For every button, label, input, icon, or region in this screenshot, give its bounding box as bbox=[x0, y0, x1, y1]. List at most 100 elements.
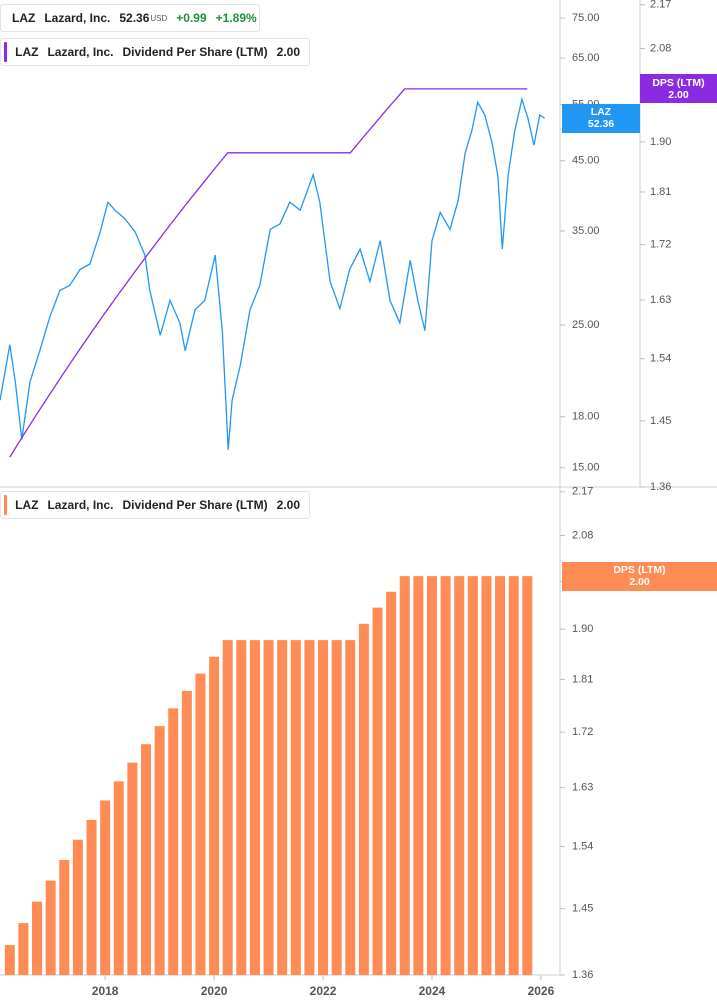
bar bbox=[209, 656, 220, 975]
y-tick-label: 45.00 bbox=[572, 155, 600, 167]
bar bbox=[100, 800, 111, 975]
y2-tick-label: 1.36 bbox=[650, 481, 671, 493]
bar bbox=[249, 640, 260, 975]
last-value-badge: DPS (LTM) 2.00 bbox=[562, 561, 717, 591]
x-tick-label: 2022 bbox=[310, 984, 337, 998]
bar bbox=[4, 945, 15, 975]
bar bbox=[45, 880, 56, 975]
bar bbox=[345, 640, 356, 975]
y-tick-label: 18.00 bbox=[572, 411, 600, 423]
last-value-badge: LAZ 52.36 bbox=[562, 103, 640, 133]
y-tick-label: 65.00 bbox=[572, 52, 600, 64]
bar bbox=[358, 623, 369, 975]
bar bbox=[59, 859, 70, 975]
y2-tick-label: 1.72 bbox=[650, 239, 671, 251]
x-tick-label: 2018 bbox=[92, 984, 119, 998]
bar bbox=[72, 839, 83, 975]
x-tick-label: 2024 bbox=[419, 984, 446, 998]
bar bbox=[508, 576, 519, 975]
metric-value: 2.00 bbox=[276, 498, 300, 512]
company: Lazard, Inc. bbox=[47, 498, 114, 512]
y-tick-label: 1.72 bbox=[572, 726, 593, 738]
bar bbox=[331, 640, 342, 975]
company: Lazard, Inc. bbox=[47, 45, 114, 59]
y2-tick-label: 1.90 bbox=[650, 136, 671, 148]
metric: Dividend Per Share (LTM) bbox=[122, 498, 268, 512]
bar bbox=[440, 576, 451, 975]
dps-bar-legend: LAZ Lazard, Inc. Dividend Per Share (LTM… bbox=[0, 491, 310, 519]
badge-value: 2.00 bbox=[629, 576, 650, 589]
y2-tick-label: 2.17 bbox=[650, 0, 671, 11]
y-tick-label: 1.90 bbox=[572, 623, 593, 635]
badge-name: DPS (LTM) bbox=[652, 76, 705, 89]
bar bbox=[168, 708, 179, 975]
y-tick-label: 2.17 bbox=[572, 486, 593, 498]
bar bbox=[495, 576, 506, 975]
bar bbox=[113, 781, 124, 975]
change-pct: +1.89% bbox=[215, 11, 257, 25]
symbol: LAZ bbox=[12, 11, 36, 25]
bar bbox=[467, 576, 478, 975]
legend-swatch bbox=[4, 42, 8, 62]
dps-legend: LAZ Lazard, Inc. Dividend Per Share (LTM… bbox=[0, 38, 310, 66]
bar bbox=[454, 576, 465, 975]
bar bbox=[127, 762, 138, 975]
bar bbox=[32, 901, 43, 975]
y2-tick-label: 1.63 bbox=[650, 294, 671, 306]
bar bbox=[277, 640, 288, 975]
bar bbox=[372, 607, 383, 975]
y2-tick-label: 1.81 bbox=[650, 186, 671, 198]
symbol: LAZ bbox=[15, 45, 39, 59]
badge-name: LAZ bbox=[590, 106, 612, 119]
bar bbox=[318, 640, 329, 975]
y-tick-label: 1.63 bbox=[572, 782, 593, 794]
bar bbox=[195, 673, 206, 975]
bar bbox=[426, 576, 437, 975]
change: +0.99 bbox=[176, 11, 207, 25]
metric: Dividend Per Share (LTM) bbox=[122, 45, 268, 59]
bar bbox=[290, 640, 301, 975]
last-value-badge: DPS (LTM) 2.00 bbox=[640, 74, 717, 104]
y2-tick-label: 2.08 bbox=[650, 42, 671, 54]
bar bbox=[413, 576, 424, 975]
bar bbox=[140, 744, 151, 975]
badge-value: 2.00 bbox=[668, 88, 689, 101]
y-tick-label: 1.54 bbox=[572, 840, 593, 852]
bar bbox=[86, 819, 97, 975]
x-tick-label: 2026 bbox=[528, 984, 555, 998]
bar bbox=[181, 690, 192, 975]
x-tick-label: 2020 bbox=[201, 984, 228, 998]
badge-name: DPS (LTM) bbox=[613, 564, 666, 577]
bar bbox=[522, 576, 533, 975]
price: 52.36 bbox=[119, 11, 150, 25]
bar bbox=[263, 640, 274, 975]
y-tick-label: 25.00 bbox=[572, 319, 600, 331]
y-tick-label: 15.00 bbox=[572, 462, 600, 474]
y-tick-label: 2.08 bbox=[572, 529, 593, 541]
y-tick-label: 1.45 bbox=[572, 903, 593, 915]
currency: USD bbox=[150, 13, 168, 23]
y-tick-label: 1.36 bbox=[572, 969, 593, 981]
y-tick-label: 75.00 bbox=[572, 12, 600, 24]
legend-swatch bbox=[4, 495, 8, 515]
bar bbox=[386, 591, 397, 975]
bar bbox=[236, 640, 247, 975]
bar bbox=[154, 726, 165, 975]
y-tick-label: 1.81 bbox=[572, 673, 593, 685]
bar bbox=[304, 640, 315, 975]
y2-tick-label: 1.45 bbox=[650, 415, 671, 427]
symbol: LAZ bbox=[15, 498, 39, 512]
bar bbox=[18, 923, 29, 975]
metric-value: 2.00 bbox=[276, 45, 300, 59]
y2-tick-label: 1.54 bbox=[650, 353, 671, 365]
badge-value: 52.36 bbox=[587, 118, 615, 131]
series-line bbox=[9, 88, 528, 458]
series-line bbox=[0, 96, 546, 450]
company: Lazard, Inc. bbox=[44, 11, 111, 25]
bar bbox=[481, 576, 492, 975]
y-tick-label: 35.00 bbox=[572, 225, 600, 237]
price-legend: LAZ Lazard, Inc. 52.36 USD +0.99 +1.89% bbox=[0, 4, 260, 32]
bar bbox=[222, 640, 233, 975]
